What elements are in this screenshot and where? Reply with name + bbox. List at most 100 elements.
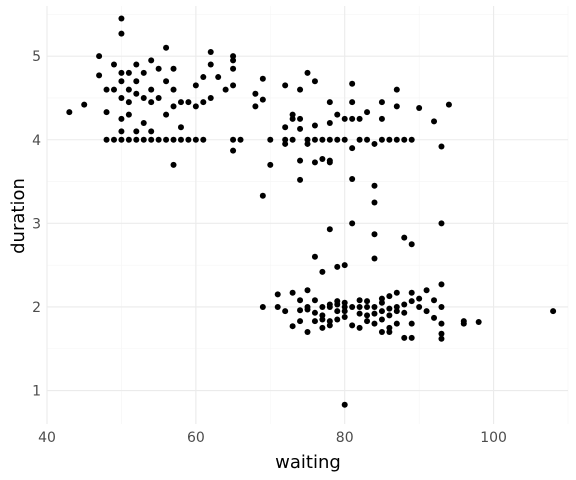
data-point <box>326 120 333 127</box>
data-point <box>155 94 162 101</box>
data-point <box>311 253 318 260</box>
data-point <box>133 136 140 143</box>
data-point <box>349 303 356 310</box>
data-point <box>326 136 333 143</box>
data-point <box>289 323 296 330</box>
data-point <box>423 308 430 315</box>
data-point <box>230 65 237 72</box>
data-point <box>378 308 385 315</box>
data-point <box>200 74 207 81</box>
data-point <box>304 306 311 313</box>
data-point <box>319 316 326 323</box>
data-point <box>148 57 155 64</box>
data-point <box>378 329 385 336</box>
data-point <box>438 303 445 310</box>
data-point <box>408 334 415 341</box>
data-point <box>408 289 415 296</box>
data-point <box>356 303 363 310</box>
data-point <box>200 136 207 143</box>
data-point <box>259 75 266 82</box>
data-point <box>252 90 259 97</box>
data-point <box>289 136 296 143</box>
data-point <box>118 115 125 122</box>
data-point <box>118 94 125 101</box>
data-point <box>170 86 177 93</box>
data-point <box>311 78 318 85</box>
data-point <box>334 308 341 315</box>
data-point <box>550 308 557 315</box>
data-point <box>349 176 356 183</box>
data-point <box>103 86 110 93</box>
data-point <box>386 324 393 331</box>
data-point <box>311 122 318 129</box>
data-point <box>319 303 326 310</box>
data-point <box>408 241 415 248</box>
data-point <box>222 86 229 93</box>
data-point <box>401 301 408 308</box>
data-point <box>110 61 117 68</box>
data-point <box>341 313 348 320</box>
y-tick-label: 1 <box>32 384 41 400</box>
data-point <box>386 312 393 319</box>
data-point <box>230 136 237 143</box>
data-points <box>66 15 557 408</box>
data-point <box>140 136 147 143</box>
data-point <box>393 289 400 296</box>
data-point <box>438 281 445 288</box>
data-point <box>431 314 438 321</box>
data-point <box>148 136 155 143</box>
data-point <box>259 303 266 310</box>
data-point <box>148 128 155 135</box>
data-point <box>371 182 378 189</box>
data-point <box>297 176 304 183</box>
data-point <box>416 295 423 302</box>
data-point <box>341 115 348 122</box>
data-point <box>207 61 214 68</box>
data-point <box>259 96 266 103</box>
data-point <box>393 86 400 93</box>
data-point <box>282 124 289 131</box>
data-point <box>170 103 177 110</box>
data-point <box>125 86 132 93</box>
data-point <box>326 99 333 106</box>
data-point <box>349 145 356 152</box>
data-point <box>326 318 333 325</box>
data-point <box>274 303 281 310</box>
data-point <box>304 329 311 336</box>
data-point <box>177 136 184 143</box>
x-tick-label: 60 <box>187 430 205 446</box>
data-point <box>371 303 378 310</box>
data-point <box>393 136 400 143</box>
data-point <box>334 316 341 323</box>
data-point <box>177 99 184 106</box>
x-axis-tick-labels: 40 60 80 100 <box>38 430 507 446</box>
data-point <box>192 103 199 110</box>
data-point <box>170 161 177 168</box>
data-point <box>393 303 400 310</box>
data-point <box>386 329 393 336</box>
data-point <box>438 335 445 342</box>
data-point <box>460 320 467 327</box>
data-point <box>431 297 438 304</box>
data-point <box>423 287 430 294</box>
data-point <box>341 262 348 269</box>
data-point <box>393 103 400 110</box>
data-point <box>200 99 207 106</box>
data-point <box>341 299 348 306</box>
data-point <box>185 136 192 143</box>
data-point <box>416 303 423 310</box>
data-point <box>311 309 318 316</box>
data-point <box>378 115 385 122</box>
data-point <box>378 316 385 323</box>
data-point <box>326 226 333 233</box>
data-point <box>378 99 385 106</box>
data-point <box>125 111 132 118</box>
data-point <box>237 136 244 143</box>
data-point <box>386 305 393 312</box>
data-point <box>140 69 147 76</box>
data-point <box>148 86 155 93</box>
data-point <box>356 324 363 331</box>
data-point <box>401 309 408 316</box>
data-point <box>96 72 103 79</box>
